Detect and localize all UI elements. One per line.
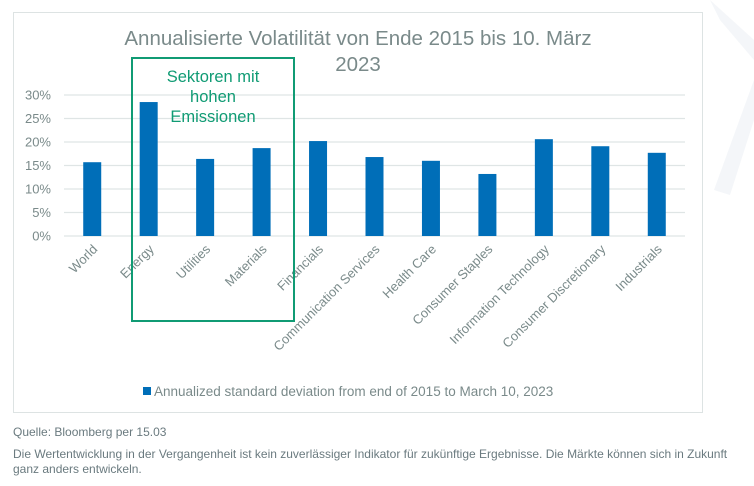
bar-communication-services: [365, 157, 384, 236]
annotation-text-line-2: hohen: [190, 88, 236, 106]
y-tick-label: 25%: [25, 111, 51, 126]
bars: [83, 102, 666, 236]
x-tick-label: Consumer Discretionary: [499, 241, 609, 351]
bar-financials: [309, 141, 328, 236]
x-tick-label: Utilities: [173, 241, 214, 282]
x-tick-label: Energy: [117, 241, 157, 281]
annotation-text-line-1: Sektoren mit: [167, 68, 260, 86]
annotation-box: [131, 57, 295, 322]
bar-information-technology: [534, 139, 553, 236]
x-tick-label: Communication Services: [270, 241, 383, 354]
volatility-bar-chart: Annualisierte Volatilität von Ende 2015 …: [25, 27, 685, 399]
high-emission-sectors-annotation: Sektoren mit hohen Emissionen: [131, 57, 295, 322]
legend-label: Annualized standard deviation from end o…: [154, 384, 553, 399]
bar-utilities: [196, 158, 215, 236]
chart-title: Annualisierte Volatilität von Ende 2015 …: [124, 27, 591, 76]
x-axis-tick-labels: World Energy Utilities Materials FinancialsC…: [66, 241, 665, 354]
x-tick-label: Materials: [222, 241, 270, 289]
bar-materials: [252, 148, 271, 236]
x-tick-label: Industrials: [612, 241, 665, 294]
bar-energy: [139, 102, 158, 236]
x-tick-label: World: [66, 242, 100, 276]
y-tick-label: 30%: [25, 88, 51, 103]
y-tick-label: 20%: [25, 135, 51, 150]
x-tick-label: Information Technology: [446, 241, 552, 347]
y-tick-label: 5%: [32, 205, 51, 220]
disclaimer-text: Die Wertentwicklung in der Vergangenheit…: [13, 447, 728, 476]
bar-health-care: [421, 160, 440, 236]
x-tick-label: Health Care: [379, 242, 439, 302]
x-tick-label: Financials: [274, 241, 326, 293]
bar-consumer-discretionary: [591, 146, 610, 236]
chart-title-line-2: 2023: [335, 53, 381, 76]
legend: Annualized standard deviation from end o…: [143, 384, 553, 399]
source-note: Quelle: Bloomberg per 15.03: [13, 425, 167, 439]
legend-swatch: [143, 387, 151, 395]
decorative-chevron-background: [710, 0, 754, 195]
y-tick-label: 15%: [25, 158, 51, 173]
y-axis-tick-labels: 0% 5% 10% 15% 20% 25% 30%: [25, 88, 51, 244]
y-tick-label: 0%: [32, 229, 51, 244]
bar-world: [83, 162, 102, 236]
bar-consumer-staples: [478, 173, 497, 236]
y-tick-label: 10%: [25, 182, 51, 197]
annotation-text-line-3: Emissionen: [170, 108, 255, 126]
chart-title-line-1: Annualisierte Volatilität von Ende 2015 …: [124, 27, 591, 50]
bar-industrials: [647, 152, 666, 236]
